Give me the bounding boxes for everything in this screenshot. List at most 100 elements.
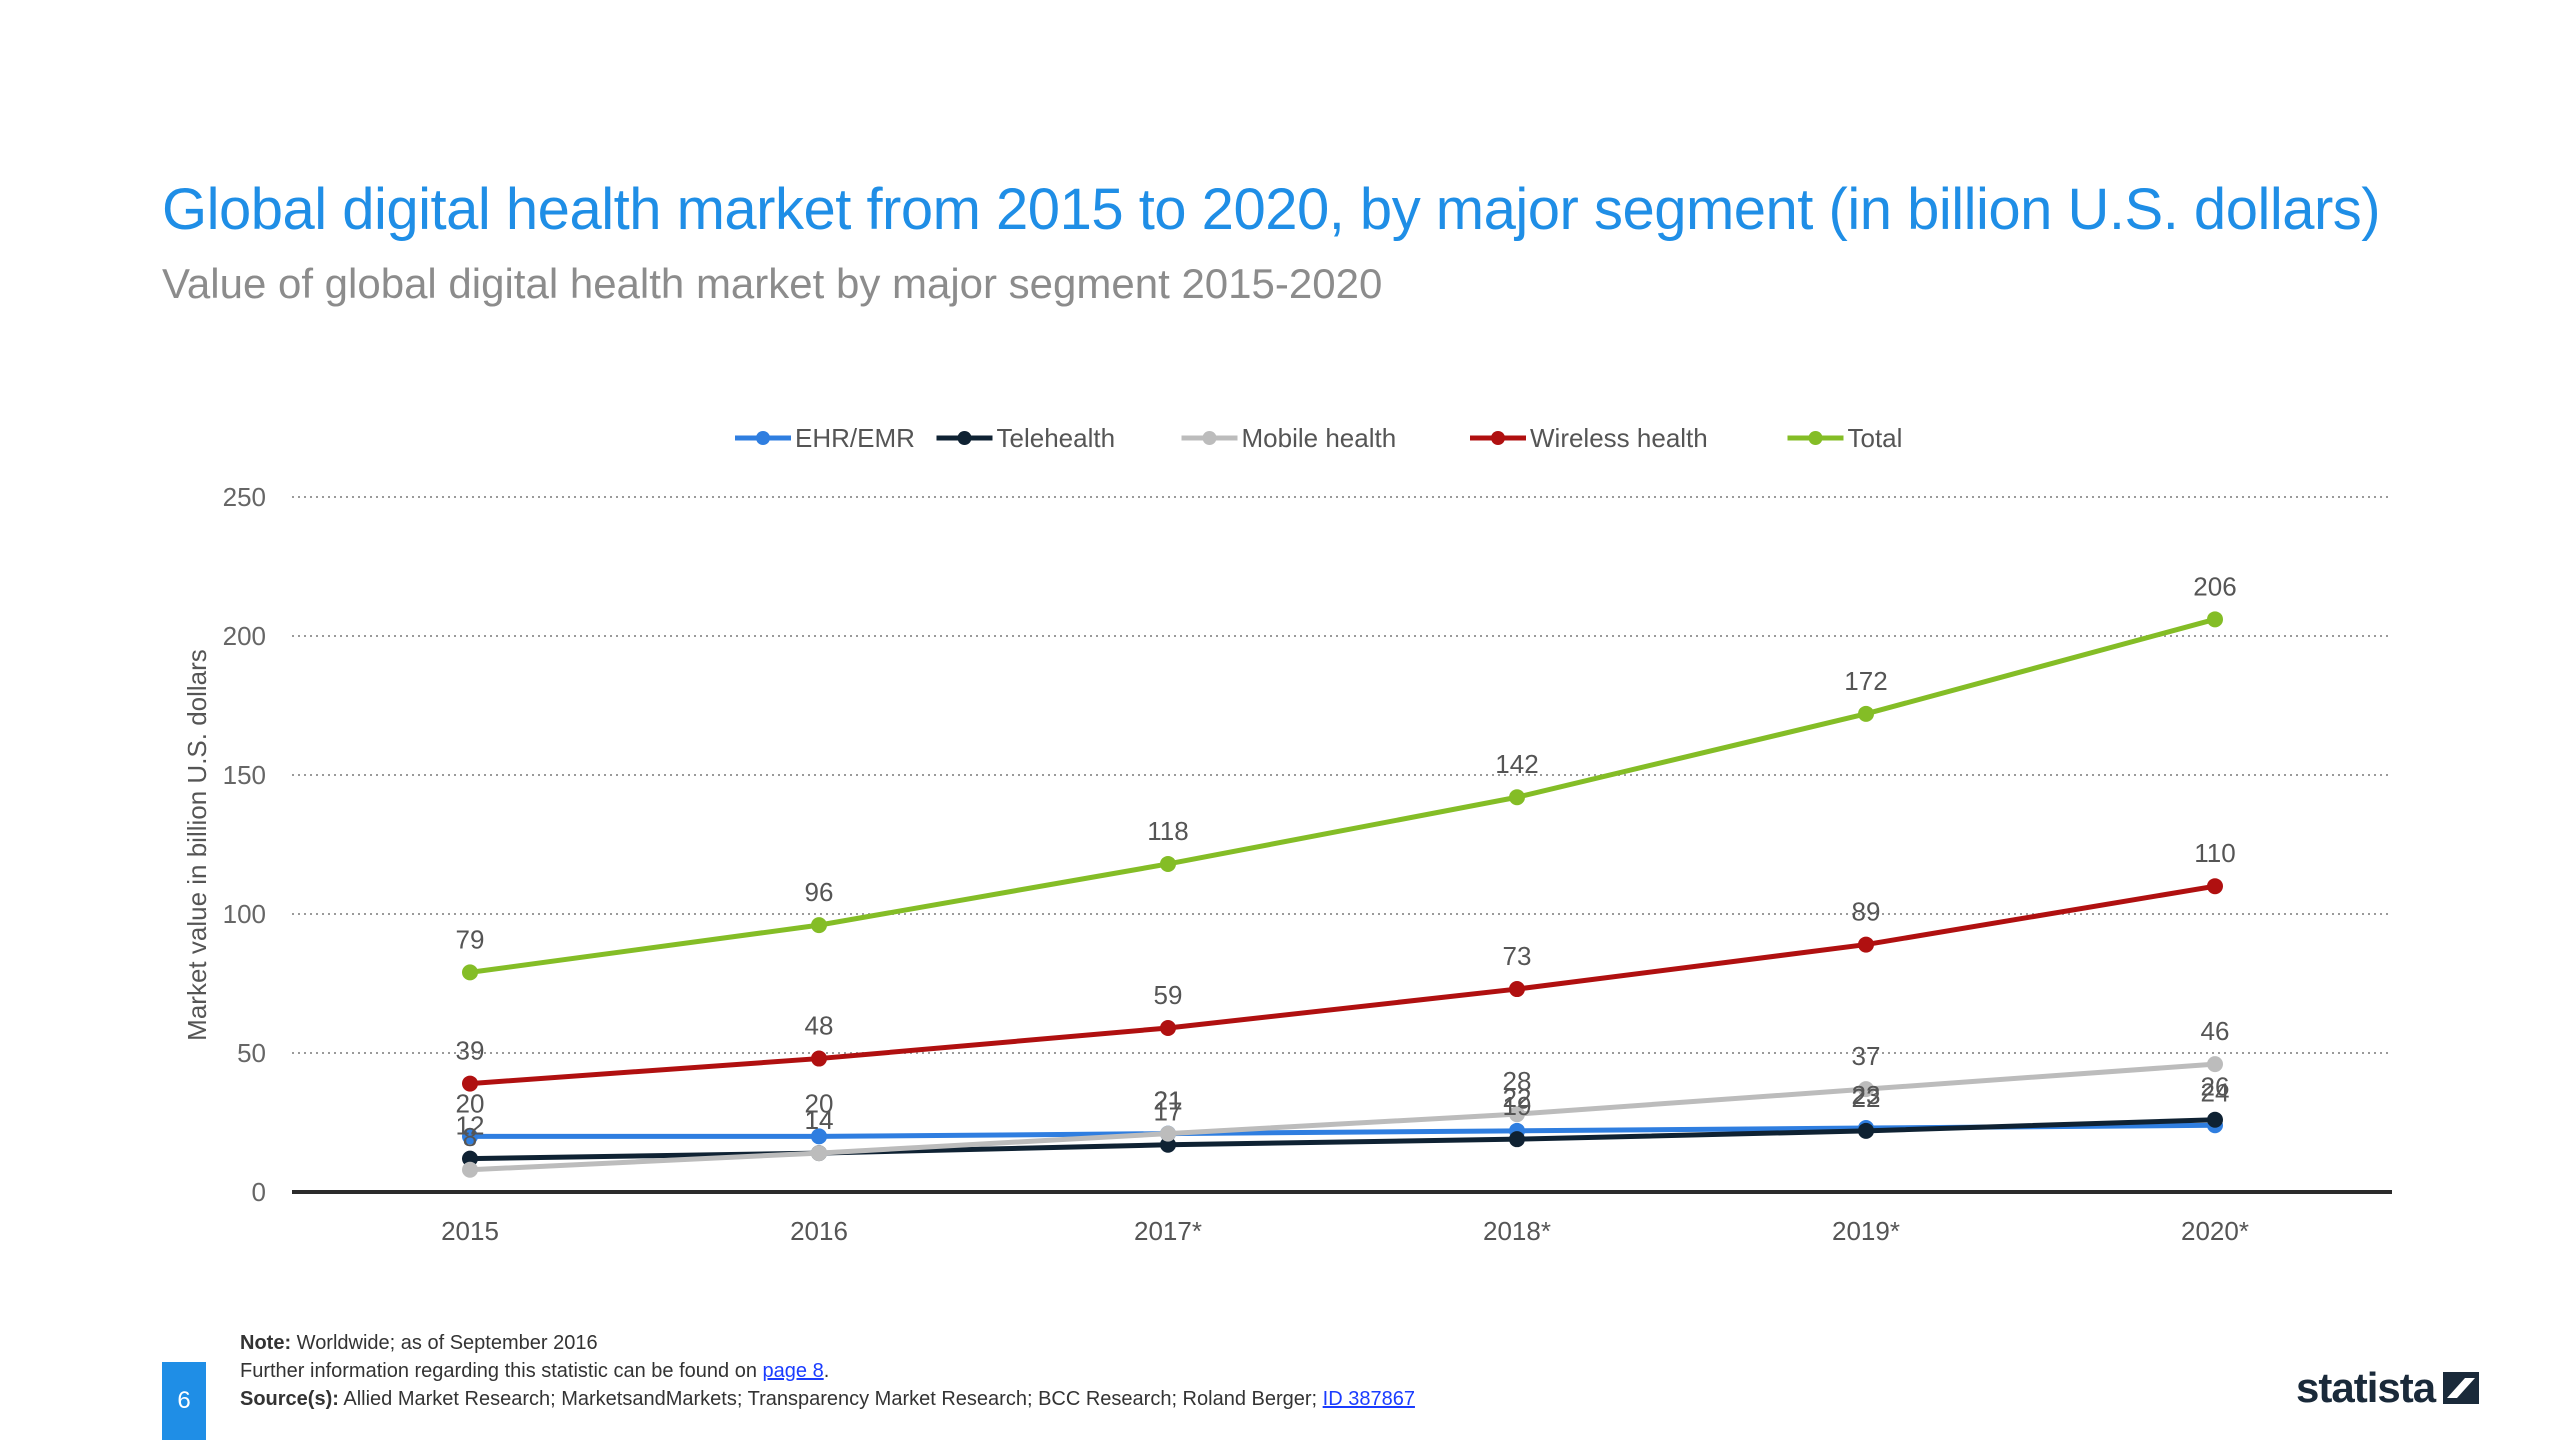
data-point bbox=[811, 1128, 827, 1145]
data-label: 24 bbox=[2201, 1077, 2230, 1107]
data-point bbox=[1509, 1106, 1525, 1123]
series-line bbox=[469, 616, 2216, 975]
data-point bbox=[1160, 855, 1176, 872]
source-line: Source(s): Allied Market Research; Marke… bbox=[240, 1385, 1415, 1413]
x-tick-label: 2018* bbox=[1483, 1216, 1551, 1246]
data-label: 96 bbox=[805, 877, 834, 907]
data-point bbox=[811, 917, 827, 934]
data-point bbox=[2207, 1111, 2223, 1128]
data-point bbox=[811, 1145, 827, 1162]
data-label: 22 bbox=[1503, 1083, 1532, 1113]
data-label: 206 bbox=[2193, 571, 2236, 601]
data-label: 17 bbox=[1154, 1097, 1183, 1127]
legend-marker bbox=[756, 431, 770, 445]
legend-label: Wireless health bbox=[1530, 423, 1708, 453]
y-axis-title: Market value in billion U.S. dollars bbox=[182, 649, 212, 1041]
data-label: 59 bbox=[1154, 980, 1183, 1010]
data-label: 23 bbox=[1852, 1080, 1881, 1110]
legend-marker bbox=[957, 431, 972, 445]
note-text: Worldwide; as of September 2016 bbox=[296, 1332, 598, 1354]
further-info-text: Further information regarding this stati… bbox=[240, 1360, 757, 1382]
data-point bbox=[1858, 936, 1874, 953]
data-point bbox=[1509, 789, 1525, 806]
legend-marker bbox=[1491, 431, 1505, 445]
x-tick-label: 2015 bbox=[441, 1216, 499, 1246]
data-point bbox=[2207, 1056, 2223, 1073]
y-tick-label: 150 bbox=[223, 760, 266, 790]
y-tick-label: 0 bbox=[252, 1177, 266, 1207]
data-label: 19 bbox=[1503, 1091, 1532, 1121]
data-label: 14 bbox=[805, 1105, 834, 1135]
data-label: 110 bbox=[2194, 838, 2235, 868]
data-point bbox=[1858, 705, 1874, 722]
y-tick-label: 250 bbox=[223, 482, 266, 512]
data-label: 172 bbox=[1844, 666, 1887, 696]
data-label: 46 bbox=[2201, 1016, 2230, 1046]
data-point bbox=[1858, 1081, 1874, 1098]
series-line bbox=[469, 1061, 2216, 1173]
legend-label: Mobile health bbox=[1242, 423, 1397, 453]
legend-marker bbox=[1202, 431, 1217, 445]
data-point bbox=[1509, 981, 1525, 998]
statista-mark-icon bbox=[2443, 1372, 2480, 1404]
data-label: 118 bbox=[1147, 816, 1188, 846]
y-tick-label: 100 bbox=[223, 899, 266, 929]
source-text: Allied Market Research; MarketsandMarket… bbox=[343, 1388, 1318, 1410]
data-label: 12 bbox=[456, 1111, 485, 1141]
chart-title: Global digital health market from 2015 t… bbox=[162, 177, 2381, 242]
chart-subtitle: Value of global digital health market by… bbox=[162, 260, 1383, 307]
y-tick-label: 200 bbox=[223, 621, 266, 651]
legend-label: Total bbox=[1848, 423, 1903, 453]
data-label: 21 bbox=[1154, 1086, 1183, 1116]
data-label: 48 bbox=[805, 1011, 834, 1041]
x-tick-label: 2019* bbox=[1832, 1216, 1900, 1246]
data-point bbox=[1509, 1131, 1525, 1148]
legend-label: EHR/EMR bbox=[795, 423, 915, 453]
data-label: 79 bbox=[456, 924, 485, 954]
data-label: 39 bbox=[456, 1036, 485, 1066]
x-tick-label: 2016 bbox=[790, 1216, 848, 1246]
data-point bbox=[1160, 1125, 1176, 1142]
y-tick-label: 50 bbox=[237, 1038, 266, 1068]
page-link[interactable]: page 8 bbox=[762, 1360, 824, 1382]
data-label: 89 bbox=[1852, 897, 1881, 927]
series-line bbox=[469, 883, 2216, 1087]
data-label: 73 bbox=[1503, 941, 1532, 971]
data-point bbox=[2207, 611, 2223, 628]
statista-logo: statista bbox=[2296, 1364, 2480, 1412]
data-point bbox=[1160, 1136, 1176, 1153]
brand-name: statista bbox=[2296, 1364, 2436, 1411]
statistic-id-link[interactable]: ID 387867 bbox=[1322, 1388, 1415, 1410]
data-label: 21 bbox=[1154, 1086, 1183, 1116]
legend-marker bbox=[1808, 431, 1823, 445]
x-tick-label: 2020* bbox=[2181, 1216, 2249, 1246]
data-label: 142 bbox=[1495, 749, 1538, 779]
data-label: 14 bbox=[805, 1105, 834, 1135]
data-point bbox=[462, 1075, 478, 1092]
data-point bbox=[1858, 1122, 1874, 1139]
page-number: 6 bbox=[162, 1362, 206, 1440]
note-line: Note: Worldwide; as of September 2016 bbox=[240, 1329, 1415, 1357]
data-point bbox=[462, 1161, 478, 1178]
data-label: 20 bbox=[805, 1088, 834, 1118]
data-label: 20 bbox=[456, 1088, 485, 1118]
data-point bbox=[462, 1150, 478, 1167]
data-label: 28 bbox=[1503, 1066, 1532, 1096]
data-point bbox=[811, 1050, 827, 1067]
data-point bbox=[462, 1128, 478, 1145]
further-info-line: Further information regarding this stati… bbox=[240, 1357, 1415, 1385]
source-label: Source(s): bbox=[240, 1388, 339, 1410]
data-label: 26 bbox=[2201, 1072, 2230, 1102]
data-point bbox=[462, 964, 478, 981]
further-info-end: . bbox=[823, 1360, 830, 1382]
data-point bbox=[1160, 1019, 1176, 1036]
data-point bbox=[2207, 878, 2223, 895]
note-label: Note: bbox=[240, 1332, 292, 1354]
footer: Note: Worldwide; as of September 2016 Fu… bbox=[240, 1329, 1415, 1413]
data-label: 8 bbox=[463, 1122, 477, 1152]
x-tick-label: 2017* bbox=[1134, 1216, 1202, 1246]
data-label: 37 bbox=[1852, 1041, 1881, 1071]
legend-label: Telehealth bbox=[997, 423, 1116, 453]
data-label: 22 bbox=[1852, 1083, 1881, 1113]
